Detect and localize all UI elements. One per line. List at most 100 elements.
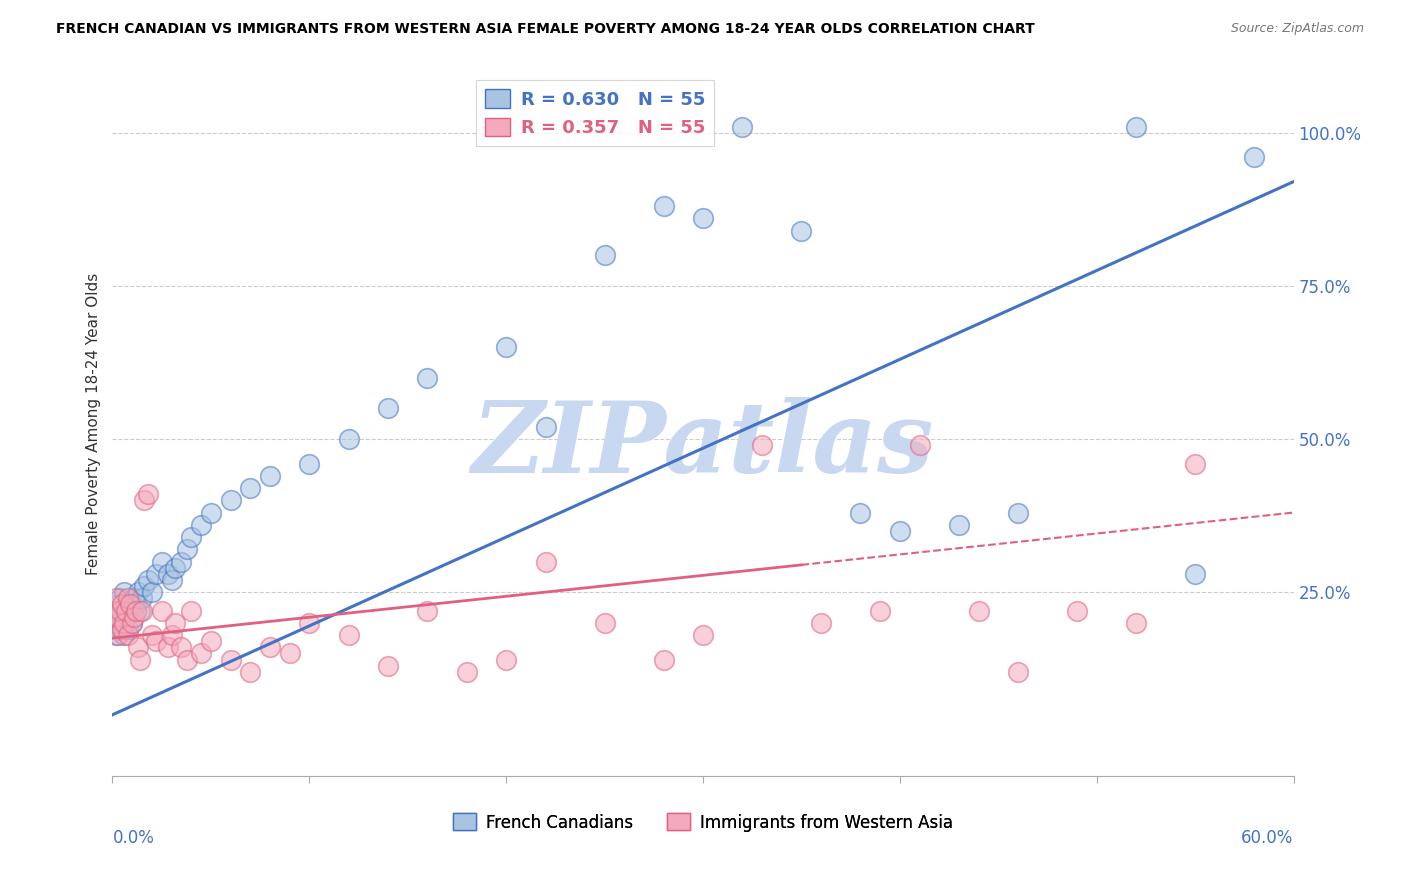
Point [156,640,179,655]
Point [534,419,557,434]
Point [652,652,675,666]
Point [107,598,129,612]
Point [110,622,132,636]
Point [377,658,399,673]
Point [190,517,212,532]
Point [136,573,159,587]
Point [751,438,773,452]
Point [948,517,970,532]
Point [967,604,990,618]
Point [112,628,135,642]
Y-axis label: Female Poverty Among 18-24 Year Olds: Female Poverty Among 18-24 Year Olds [86,273,101,574]
Point [593,615,616,630]
Point [103,604,125,618]
Point [1243,150,1265,164]
Point [259,640,281,655]
Point [111,604,134,618]
Point [136,487,159,501]
Point [416,370,439,384]
Point [200,634,222,648]
Point [278,647,301,661]
Point [1184,566,1206,581]
Point [111,598,134,612]
Point [1125,120,1147,134]
Point [112,615,135,630]
Point [107,609,129,624]
Point [180,530,202,544]
Point [1184,457,1206,471]
Point [219,493,242,508]
Text: ZIPatlas: ZIPatlas [472,397,934,493]
Point [117,622,139,636]
Point [132,493,155,508]
Point [141,585,163,599]
Point [200,506,222,520]
Point [110,604,132,618]
Point [131,604,153,618]
Point [456,665,478,679]
Point [337,628,360,642]
Text: 0.0%: 0.0% [112,829,155,847]
Point [593,248,616,262]
Point [131,591,153,606]
Point [849,506,872,520]
Point [112,585,135,599]
Point [869,604,891,618]
Point [176,542,198,557]
Point [731,120,754,134]
Point [1125,615,1147,630]
Point [150,604,173,618]
Legend: French Canadians, Immigrants from Western Asia: French Canadians, Immigrants from Wester… [446,806,960,838]
Point [377,401,399,416]
Point [298,457,321,471]
Point [129,652,152,666]
Point [145,634,167,648]
Point [127,585,149,599]
Point [117,591,139,606]
Point [176,652,198,666]
Point [129,604,152,618]
Point [105,615,128,630]
Point [337,432,360,446]
Point [534,555,557,569]
Point [692,211,714,226]
Point [110,591,132,606]
Point [908,438,931,452]
Point [127,640,149,655]
Point [125,604,148,618]
Point [889,524,911,538]
Point [105,604,128,618]
Text: 60.0%: 60.0% [1241,829,1294,847]
Point [117,628,139,642]
Point [219,652,242,666]
Point [105,628,128,642]
Point [122,609,145,624]
Point [239,481,262,495]
Point [132,579,155,593]
Text: FRENCH CANADIAN VS IMMIGRANTS FROM WESTERN ASIA FEMALE POVERTY AMONG 18-24 YEAR : FRENCH CANADIAN VS IMMIGRANTS FROM WESTE… [56,22,1035,37]
Point [121,615,143,630]
Text: Source: ZipAtlas.com: Source: ZipAtlas.com [1230,22,1364,36]
Point [103,615,125,630]
Point [790,224,813,238]
Point [652,199,675,213]
Point [111,622,134,636]
Point [165,615,187,630]
Point [145,566,167,581]
Point [495,340,517,354]
Point [111,615,134,630]
Point [121,615,143,630]
Point [1007,506,1029,520]
Point [150,555,173,569]
Point [160,628,183,642]
Point [122,591,145,606]
Point [170,555,193,569]
Point [120,598,142,612]
Point [495,652,517,666]
Point [165,560,187,574]
Point [107,628,129,642]
Point [239,665,262,679]
Point [115,609,138,624]
Point [810,615,832,630]
Point [170,640,193,655]
